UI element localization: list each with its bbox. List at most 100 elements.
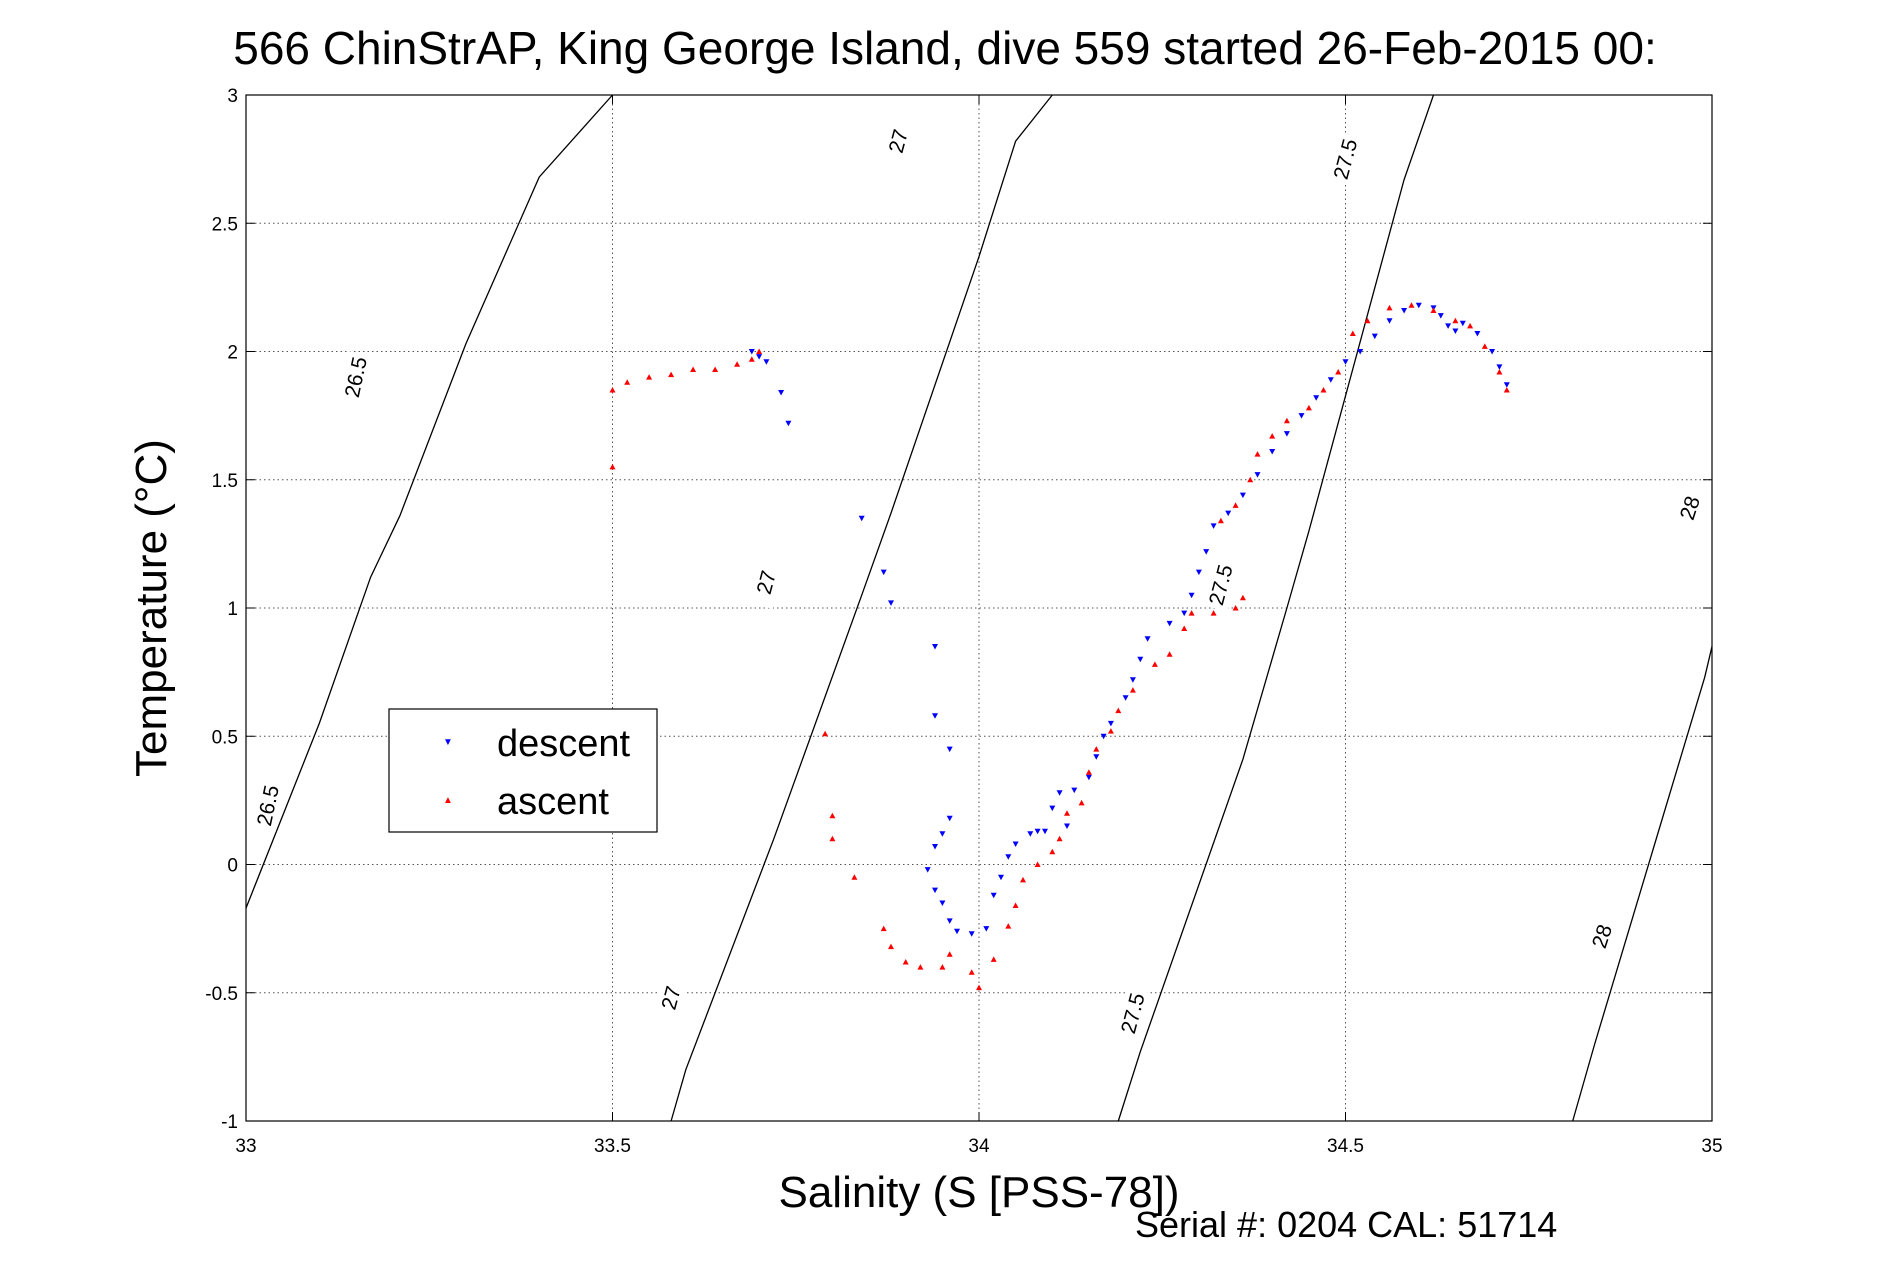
descent-point xyxy=(946,746,953,753)
descent-point xyxy=(932,713,938,719)
series-ascent xyxy=(609,302,1510,991)
descent-point xyxy=(1313,395,1320,401)
descent-point xyxy=(998,874,1004,881)
descent-point xyxy=(1437,313,1444,319)
density-contours xyxy=(245,94,1713,1122)
ascent-point xyxy=(1232,502,1239,508)
descent-point xyxy=(888,600,894,606)
ascent-point xyxy=(880,925,887,932)
contour-label: 27 xyxy=(879,114,918,168)
y-tick-label: 1.5 xyxy=(212,471,238,492)
descent-point xyxy=(946,918,953,924)
descent-point xyxy=(1056,790,1063,796)
ascent-point xyxy=(1064,810,1070,816)
x-tick-label: 34.5 xyxy=(1327,1136,1364,1157)
y-tick-label: -1 xyxy=(221,1112,238,1133)
descent-point xyxy=(946,815,953,822)
ascent-point xyxy=(1129,687,1136,693)
descent-point xyxy=(1269,449,1276,455)
descent-point xyxy=(785,420,792,427)
legend-marker-ascent: ▲ xyxy=(443,795,453,806)
x-tick-label: 33.5 xyxy=(594,1136,631,1157)
contour-label-bg xyxy=(1114,986,1152,1040)
descent-point xyxy=(763,359,770,365)
contour-label-bg xyxy=(250,779,286,832)
ascent-point xyxy=(888,943,894,950)
descent-point xyxy=(1474,331,1481,337)
descent-point xyxy=(1225,510,1232,517)
chart-title: 566 ChinStrAP, King George Island, dive … xyxy=(233,22,1657,74)
descent-point xyxy=(748,349,755,355)
contour-label: 28 xyxy=(1582,909,1622,964)
ascent-point xyxy=(1020,876,1026,883)
ascent-point xyxy=(624,379,631,385)
y-tick-label: 1 xyxy=(227,599,238,620)
ascent-point xyxy=(902,959,909,965)
descent-point xyxy=(1129,677,1136,683)
contour-label-bg xyxy=(1326,132,1365,186)
ascent-point xyxy=(939,964,946,970)
descent-point xyxy=(1459,320,1466,327)
descent-point xyxy=(1298,413,1305,419)
contour-label-bg xyxy=(338,350,374,404)
ascent-point xyxy=(609,387,616,393)
ascent-point xyxy=(829,812,836,819)
ascent-point xyxy=(1107,728,1114,734)
ascent-point xyxy=(851,874,858,880)
contour-27-5 xyxy=(1117,94,1435,1122)
descent-point xyxy=(1093,754,1100,760)
descent-point xyxy=(939,831,946,837)
ascent-point xyxy=(1005,923,1012,929)
descent-point xyxy=(1144,636,1151,642)
serial-cal-label: Serial #: 0204 CAL: 51714 xyxy=(1135,1204,1557,1245)
legend-marker-descent: ▼ xyxy=(443,737,453,748)
series-descent xyxy=(748,302,1510,937)
ascent-point xyxy=(668,371,675,378)
y-tick-label: 0.5 xyxy=(212,727,238,748)
legend-label-descent: descent xyxy=(497,723,631,765)
descent-point xyxy=(1100,733,1107,740)
y-tick-label: 3 xyxy=(227,86,238,107)
ascent-point xyxy=(968,969,975,975)
descent-point xyxy=(1415,302,1422,309)
descent-point xyxy=(1188,592,1195,599)
descent-point xyxy=(1401,308,1408,314)
descent-point xyxy=(1254,472,1261,478)
descent-point xyxy=(1386,318,1393,324)
ascent-point xyxy=(1012,902,1019,908)
contour-label-bg xyxy=(1202,558,1240,612)
ascent-point xyxy=(1481,343,1488,349)
descent-point xyxy=(1064,823,1070,829)
contour-label-bg xyxy=(652,971,690,1025)
descent-point xyxy=(1027,831,1034,837)
descent-point xyxy=(1239,492,1246,499)
descent-point xyxy=(932,644,938,650)
descent-point xyxy=(968,931,975,937)
ascent-point xyxy=(1034,861,1041,867)
ascent-point xyxy=(1217,517,1224,524)
ascent-point xyxy=(1247,476,1254,483)
ascent-point xyxy=(734,361,741,367)
descent-point xyxy=(954,928,960,935)
descent-point xyxy=(1452,328,1459,334)
ascent-point xyxy=(1269,433,1276,439)
y-tick-label: 2 xyxy=(227,343,238,364)
descent-point xyxy=(1210,523,1217,529)
descent-point xyxy=(756,354,763,360)
descent-point xyxy=(1049,805,1056,812)
x-tick-label: 33 xyxy=(235,1136,256,1157)
ascent-point xyxy=(690,366,697,372)
ascent-point xyxy=(748,356,755,362)
descent-point xyxy=(1137,656,1144,663)
y-tick-label: 2.5 xyxy=(212,214,238,235)
ascent-point xyxy=(829,835,836,842)
ascent-point xyxy=(609,463,616,470)
ascent-point xyxy=(946,951,953,957)
legend-box xyxy=(388,708,658,833)
ascent-point xyxy=(1283,417,1290,424)
ascent-point xyxy=(1151,661,1158,667)
x-tick-label: 35 xyxy=(1701,1136,1722,1157)
ascent-point xyxy=(1239,594,1246,601)
contour-label: 27 xyxy=(747,555,786,609)
